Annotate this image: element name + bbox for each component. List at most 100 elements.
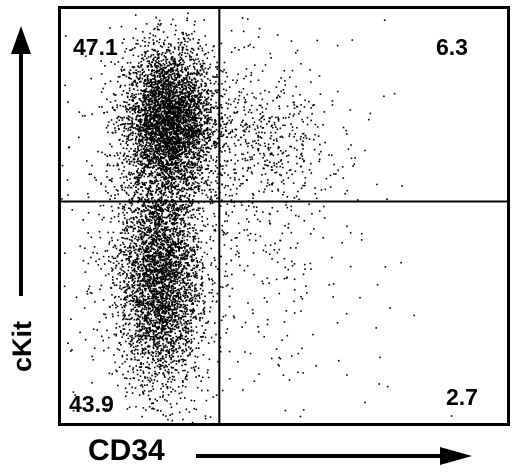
scatter-point <box>174 132 176 134</box>
scatter-point <box>143 130 145 132</box>
scatter-point <box>144 97 146 100</box>
scatter-point <box>193 127 195 129</box>
scatter-point <box>157 141 159 143</box>
scatter-point <box>162 84 165 86</box>
scatter-point <box>134 118 137 121</box>
scatter-point <box>139 322 141 324</box>
scatter-point <box>156 155 158 158</box>
scatter-point <box>117 116 119 118</box>
scatter-point <box>114 109 116 112</box>
scatter-point <box>177 342 180 344</box>
scatter-point <box>162 120 164 123</box>
scatter-point <box>175 141 177 144</box>
scatter-point <box>186 143 189 146</box>
scatter-point <box>154 75 156 77</box>
scatter-point <box>143 89 146 91</box>
scatter-point <box>123 181 125 184</box>
scatter-point <box>208 118 211 121</box>
scatter-point <box>155 114 158 117</box>
scatter-point <box>191 117 194 120</box>
scatter-point <box>217 89 219 91</box>
scatter-point <box>84 114 86 117</box>
scatter-point <box>165 145 168 147</box>
scatter-point <box>175 109 177 112</box>
scatter-point <box>187 179 189 182</box>
scatter-point <box>136 180 139 182</box>
scatter-point <box>169 305 172 308</box>
scatter-point <box>152 120 155 123</box>
scatter-point <box>177 167 180 170</box>
scatter-point <box>157 157 160 159</box>
scatter-point <box>207 108 210 111</box>
scatter-point <box>163 147 166 149</box>
scatter-point <box>165 107 168 109</box>
scatter-point <box>185 88 187 90</box>
scatter-point <box>180 119 182 121</box>
scatter-point <box>179 145 181 147</box>
scatter-point <box>120 68 123 71</box>
scatter-point <box>136 129 139 131</box>
scatter-point <box>116 370 118 373</box>
scatter-point <box>160 84 162 87</box>
scatter-point <box>187 81 190 83</box>
scatter-point <box>185 108 187 111</box>
scatter-point <box>169 323 171 325</box>
scatter-point <box>163 137 166 140</box>
scatter-point <box>184 155 187 158</box>
scatter-point <box>185 211 187 214</box>
scatter-point <box>149 81 151 83</box>
scatter-point <box>159 79 162 81</box>
scatter-point <box>186 80 189 83</box>
scatter-point <box>187 132 189 135</box>
scatter-point <box>172 108 174 111</box>
scatter-point <box>162 78 165 80</box>
scatter-point <box>149 128 152 131</box>
scatter-point <box>125 226 127 229</box>
scatter-point <box>157 225 160 227</box>
scatter-point <box>186 141 188 143</box>
scatter-point <box>154 345 157 347</box>
scatter-point <box>144 79 146 81</box>
scatter-point <box>207 78 209 80</box>
scatter-point <box>174 103 176 105</box>
scatter-point <box>196 356 199 358</box>
scatter-point <box>168 148 171 150</box>
scatter-point <box>129 156 132 158</box>
scatter-point <box>182 138 184 140</box>
scatter-point <box>186 17 188 20</box>
scatter-point <box>180 177 183 179</box>
scatter-point <box>195 130 198 132</box>
scatter-point <box>188 129 190 131</box>
scatter-point <box>187 119 190 122</box>
scatter-point <box>158 88 160 90</box>
scatter-point <box>100 73 103 75</box>
scatter-point <box>206 150 208 153</box>
scatter-point <box>147 102 150 105</box>
scatter-point <box>168 119 171 121</box>
scatter-point <box>154 134 157 137</box>
scatter-point <box>192 116 194 119</box>
scatter-point <box>134 155 136 158</box>
scatter-point <box>126 117 128 119</box>
scatter-point <box>165 181 167 183</box>
scatter-point <box>151 124 154 126</box>
scatter-point <box>191 109 193 111</box>
scatter-point <box>169 122 172 124</box>
scatter-point <box>205 84 208 87</box>
scatter-point <box>174 85 177 88</box>
scatter-point <box>174 178 177 180</box>
scatter-point <box>171 209 173 212</box>
scatter-point <box>130 132 132 134</box>
scatter-point <box>193 338 195 340</box>
scatter-point <box>205 160 207 162</box>
scatter-point <box>147 142 150 144</box>
scatter-point <box>193 122 195 124</box>
scatter-point <box>136 266 139 269</box>
scatter-point <box>162 144 165 147</box>
scatter-point <box>142 151 144 154</box>
scatter-point <box>172 128 174 130</box>
scatter-point <box>131 122 133 124</box>
scatter-point <box>177 71 179 73</box>
scatter-point <box>180 109 183 111</box>
scatter-point <box>191 128 193 131</box>
